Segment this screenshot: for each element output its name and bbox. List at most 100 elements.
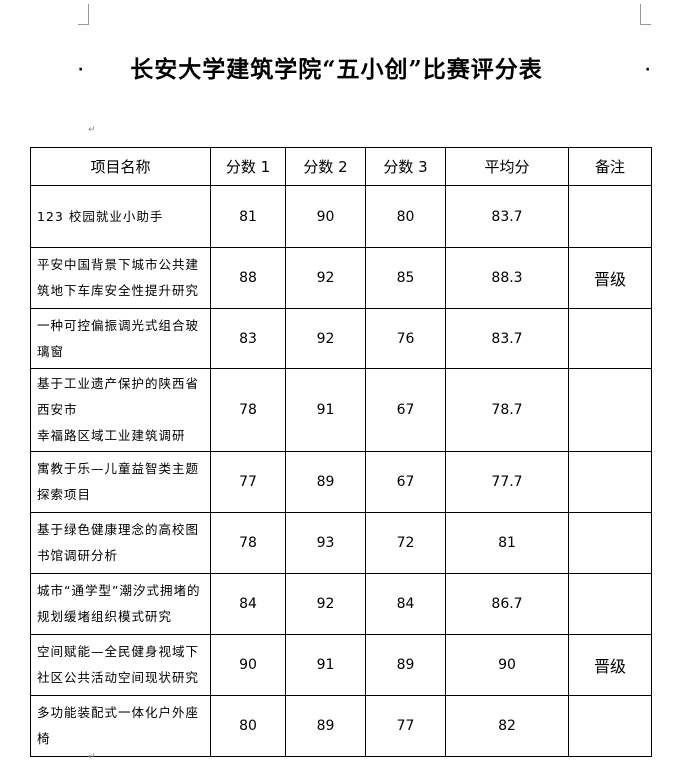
score1-cell[interactable]: 77 — [210, 451, 286, 513]
average-cell[interactable]: 81 — [445, 512, 569, 574]
score2-cell[interactable]: 93 — [285, 512, 366, 574]
score3-cell[interactable]: 84 — [365, 573, 446, 635]
score1-cell[interactable]: 81 — [210, 185, 286, 248]
note-cell-text: 晋级 — [593, 657, 626, 676]
score2-cell[interactable]: 92 — [285, 573, 366, 635]
project-name-cell[interactable]: 多功能装配式一体化户外座椅 — [30, 695, 211, 757]
table-row: 一种可控偏振调光式组合玻璃窗 83 92 76 83.7 — [30, 308, 652, 369]
score3-cell-text: 67 — [396, 402, 415, 418]
project-name-cell[interactable]: 基于工业遗产保护的陕西省西安市 幸福路区域工业建筑调研 — [30, 368, 211, 452]
note-cell[interactable] — [568, 512, 652, 574]
average-cell-text: 83.7 — [491, 330, 523, 347]
score2-cell[interactable]: 92 — [285, 247, 366, 309]
score2-cell[interactable]: 89 — [285, 695, 366, 757]
score2-cell-text: 92 — [316, 330, 335, 347]
score2-cell-text: 92 — [316, 596, 335, 612]
project-name-cell-text: 基于绿色健康理念的高校图书馆调研分析 — [37, 522, 200, 563]
paragraph-mark: ↵ — [88, 752, 96, 762]
header-average: 平均分 — [445, 147, 569, 186]
score1-cell[interactable]: 80 — [210, 695, 286, 757]
note-cell[interactable] — [568, 573, 652, 635]
average-cell[interactable]: 77.7 — [445, 451, 569, 513]
project-name-cell[interactable]: 平安中国背景下城市公共建筑地下车库安全性提升研究 — [30, 247, 211, 309]
score2-cell[interactable]: 91 — [285, 368, 366, 452]
project-name-cell-text: 123 校园就业小助手 — [37, 208, 164, 224]
score1-cell-text: 88 — [239, 270, 257, 286]
score1-cell-text: 84 — [239, 596, 257, 612]
score1-cell[interactable]: 88 — [210, 247, 286, 309]
score1-cell[interactable]: 83 — [210, 308, 286, 369]
average-cell[interactable]: 88.3 — [445, 247, 569, 309]
table-row: 空间赋能—全民健身视域下社区公共活动空间现状研究 90 91 89 90 晋级 — [30, 634, 652, 696]
header-score3: 分数 3 — [365, 147, 446, 186]
table-row: 基于绿色健康理念的高校图书馆调研分析 78 93 72 81 — [30, 512, 652, 574]
score3-cell[interactable]: 76 — [365, 308, 446, 369]
average-cell[interactable]: 86.7 — [445, 573, 569, 635]
average-cell-text: 88.3 — [491, 270, 523, 286]
header-note: 备注 — [568, 147, 652, 186]
average-cell-text: 82 — [498, 718, 516, 734]
document-title: 长安大学建筑学院“五小创”比赛评分表 — [130, 56, 543, 83]
score2-cell-text: 90 — [316, 208, 335, 225]
project-name-cell[interactable]: 空间赋能—全民健身视域下社区公共活动空间现状研究 — [30, 634, 211, 696]
score1-cell-text: 80 — [239, 718, 257, 734]
table-row: 城市“通学型”潮汐式拥堵的规划缓堵组织模式研究 84 92 84 86.7 — [30, 573, 652, 635]
project-name-cell[interactable]: 城市“通学型”潮汐式拥堵的规划缓堵组织模式研究 — [30, 573, 211, 635]
score1-cell[interactable]: 90 — [210, 634, 286, 696]
average-cell-text: 78.7 — [491, 402, 523, 418]
average-cell-text: 81 — [498, 535, 516, 551]
score1-cell-text: 81 — [239, 208, 257, 225]
project-name-cell[interactable]: 123 校园就业小助手 — [30, 185, 211, 248]
score3-cell-text: 80 — [396, 208, 415, 225]
project-name-cell-text: 寓教于乐—儿童益智类主题探索项目 — [37, 461, 200, 502]
average-cell-text: 77.7 — [491, 474, 523, 490]
average-cell[interactable]: 82 — [445, 695, 569, 757]
project-name-cell-text: 空间赋能—全民健身视域下社区公共活动空间现状研究 — [37, 644, 200, 685]
average-cell[interactable]: 83.7 — [445, 308, 569, 369]
score1-cell[interactable]: 84 — [210, 573, 286, 635]
project-name-cell[interactable]: 一种可控偏振调光式组合玻璃窗 — [30, 308, 211, 369]
note-cell[interactable] — [568, 451, 652, 513]
note-cell[interactable] — [568, 185, 652, 248]
bullet-mark: · — [645, 62, 651, 78]
average-cell[interactable]: 83.7 — [445, 185, 569, 248]
score1-cell[interactable]: 78 — [210, 512, 286, 574]
project-name-cell[interactable]: 基于绿色健康理念的高校图书馆调研分析 — [30, 512, 211, 574]
project-name-cell-text: 多功能装配式一体化户外座椅 — [37, 705, 200, 746]
score3-cell[interactable]: 72 — [365, 512, 446, 574]
note-cell[interactable] — [568, 368, 652, 452]
note-cell[interactable]: 晋级 — [568, 247, 652, 309]
score3-cell-text: 77 — [396, 718, 415, 734]
project-name-cell-text: 一种可控偏振调光式组合玻璃窗 — [37, 317, 200, 359]
score3-cell[interactable]: 67 — [365, 451, 446, 513]
score1-cell[interactable]: 78 — [210, 368, 286, 452]
average-cell[interactable]: 78.7 — [445, 368, 569, 452]
score1-cell-text: 77 — [239, 474, 257, 490]
header-name: 项目名称 — [30, 147, 211, 186]
table-row: 多功能装配式一体化户外座椅 80 89 77 82 — [30, 695, 652, 757]
score3-cell[interactable]: 67 — [365, 368, 446, 452]
note-cell[interactable] — [568, 695, 652, 757]
score3-cell[interactable]: 77 — [365, 695, 446, 757]
page-corner-mark — [640, 4, 651, 25]
score3-cell-text: 72 — [396, 535, 415, 551]
project-name-cell[interactable]: 寓教于乐—儿童益智类主题探索项目 — [30, 451, 211, 513]
average-cell-text: 90 — [498, 657, 516, 673]
note-cell[interactable]: 晋级 — [568, 634, 652, 696]
average-cell-text: 86.7 — [491, 596, 523, 612]
score3-cell[interactable]: 80 — [365, 185, 446, 248]
score2-cell[interactable]: 89 — [285, 451, 366, 513]
score2-cell-text: 91 — [316, 402, 335, 418]
score2-cell-text: 89 — [316, 474, 335, 490]
score2-cell[interactable]: 90 — [285, 185, 366, 248]
score2-cell[interactable]: 91 — [285, 634, 366, 696]
average-cell[interactable]: 90 — [445, 634, 569, 696]
score3-cell[interactable]: 89 — [365, 634, 446, 696]
table-row: 平安中国背景下城市公共建筑地下车库安全性提升研究 88 92 85 88.3 晋级 — [30, 247, 652, 309]
page-corner-mark — [78, 4, 89, 25]
table-row: 123 校园就业小助手 81 90 80 83.7 — [30, 185, 652, 248]
score3-cell-text: 85 — [396, 270, 415, 286]
note-cell[interactable] — [568, 308, 652, 369]
score2-cell[interactable]: 92 — [285, 308, 366, 369]
score3-cell[interactable]: 85 — [365, 247, 446, 309]
